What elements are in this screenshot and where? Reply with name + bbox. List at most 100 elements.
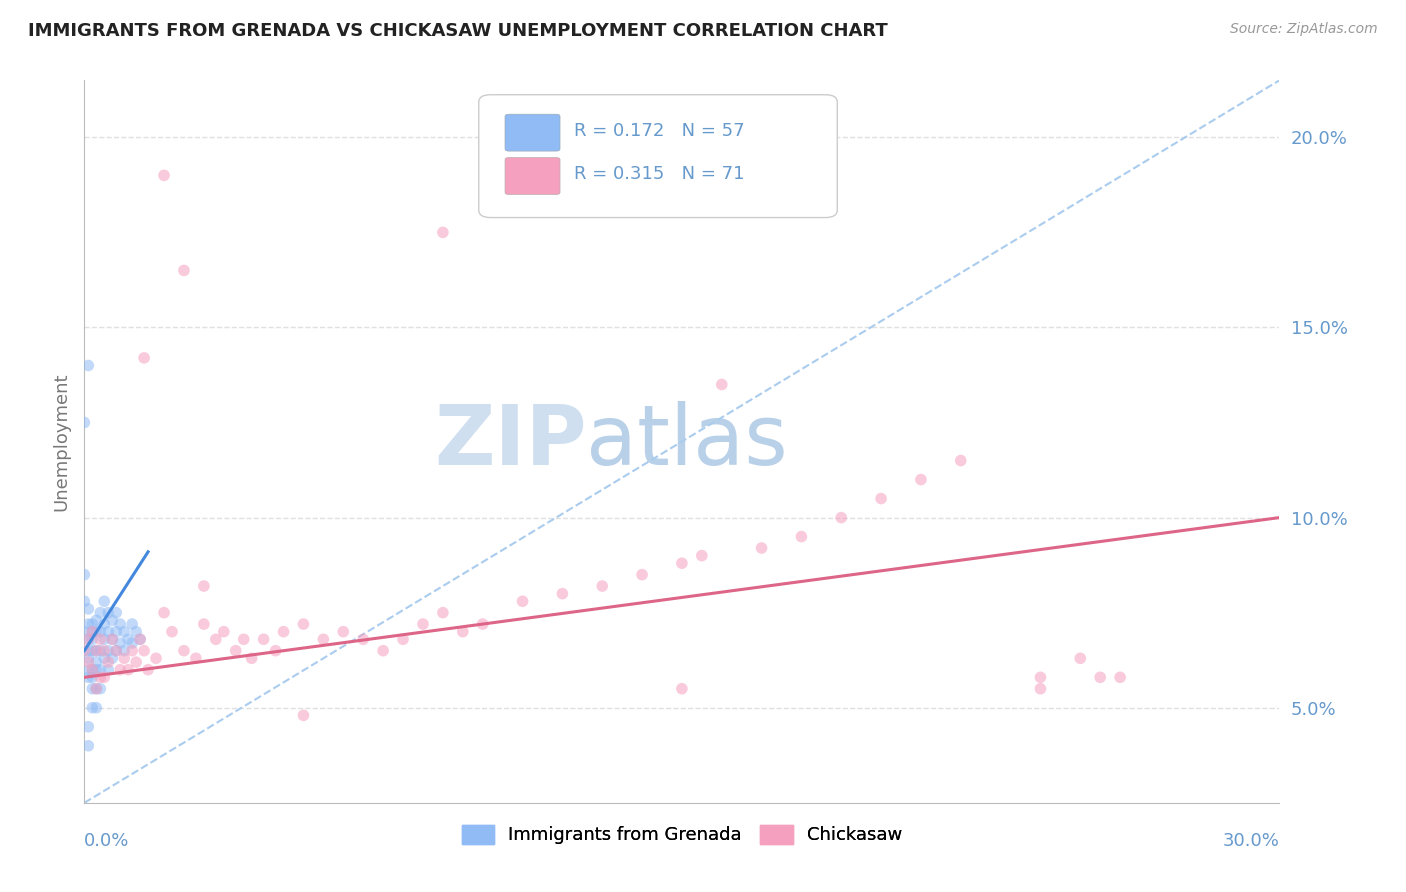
Point <box>671 556 693 570</box>
Point <box>101 651 124 665</box>
Point <box>93 594 115 608</box>
Point <box>86 613 108 627</box>
Point <box>432 606 454 620</box>
Point <box>121 636 143 650</box>
Point <box>173 263 195 277</box>
Text: Source: ZipAtlas.com: Source: ZipAtlas.com <box>1230 22 1378 37</box>
Point <box>129 632 152 647</box>
Point <box>690 549 713 563</box>
Point <box>77 359 100 373</box>
Point <box>93 643 115 657</box>
Point <box>153 169 176 183</box>
Point <box>1109 670 1132 684</box>
Point <box>86 681 108 696</box>
Point <box>125 655 148 669</box>
Point <box>253 632 276 647</box>
Point <box>97 643 120 657</box>
Point <box>264 643 287 657</box>
Point <box>591 579 613 593</box>
Point <box>671 681 693 696</box>
Point <box>240 651 263 665</box>
Point <box>86 643 108 657</box>
Point <box>1090 670 1112 684</box>
Point <box>121 643 143 657</box>
Point <box>332 624 354 639</box>
Point <box>77 663 100 677</box>
Text: ZIP: ZIP <box>434 401 586 482</box>
Point <box>73 567 96 582</box>
Point <box>77 651 100 665</box>
Point <box>212 624 235 639</box>
Point <box>77 617 100 632</box>
Point <box>129 632 152 647</box>
Point <box>870 491 893 506</box>
Point <box>73 594 96 608</box>
Point <box>136 663 159 677</box>
Point <box>77 643 100 657</box>
Point <box>82 624 104 639</box>
Point <box>110 636 132 650</box>
Point <box>101 613 124 627</box>
Point <box>105 643 128 657</box>
Text: R = 0.172   N = 57: R = 0.172 N = 57 <box>575 122 745 140</box>
Point <box>790 530 813 544</box>
FancyBboxPatch shape <box>479 95 838 218</box>
Point <box>82 681 104 696</box>
Point <box>193 617 215 632</box>
Point <box>117 663 139 677</box>
Point <box>82 663 104 677</box>
Point <box>101 632 124 647</box>
Text: 30.0%: 30.0% <box>1223 831 1279 850</box>
Point <box>132 351 156 365</box>
Point <box>117 632 139 647</box>
Point <box>751 541 773 555</box>
FancyBboxPatch shape <box>505 158 560 194</box>
Point <box>77 632 100 647</box>
Point <box>949 453 972 467</box>
Point <box>112 651 135 665</box>
Point <box>77 720 100 734</box>
Point <box>312 632 335 647</box>
Point <box>89 663 111 677</box>
Text: atlas: atlas <box>586 401 787 482</box>
FancyBboxPatch shape <box>505 114 560 151</box>
Point <box>86 663 108 677</box>
Point <box>89 606 111 620</box>
Point <box>451 624 474 639</box>
Text: 0.0%: 0.0% <box>84 831 129 850</box>
Point <box>89 632 111 647</box>
Point <box>93 617 115 632</box>
Point <box>121 617 143 632</box>
Point <box>105 624 128 639</box>
Point <box>551 587 574 601</box>
Point <box>86 655 108 669</box>
Point <box>82 663 104 677</box>
Point <box>97 655 120 669</box>
Point <box>110 617 132 632</box>
Point <box>77 602 100 616</box>
Point <box>145 651 167 665</box>
Point <box>225 643 247 657</box>
Text: R = 0.315   N = 71: R = 0.315 N = 71 <box>575 165 745 183</box>
Point <box>193 579 215 593</box>
Point <box>392 632 415 647</box>
Point <box>82 624 104 639</box>
Point <box>82 617 104 632</box>
Point <box>89 643 111 657</box>
Point <box>292 708 315 723</box>
Point <box>710 377 733 392</box>
Point <box>77 739 100 753</box>
Point <box>77 655 100 669</box>
Point <box>73 624 96 639</box>
Point <box>373 643 395 657</box>
Point <box>631 567 654 582</box>
Point <box>73 643 96 657</box>
Point <box>1069 651 1091 665</box>
Point <box>97 624 120 639</box>
Point <box>432 226 454 240</box>
Point <box>89 624 111 639</box>
Point <box>89 681 111 696</box>
Point <box>112 643 135 657</box>
Point <box>86 681 108 696</box>
Point <box>82 670 104 684</box>
